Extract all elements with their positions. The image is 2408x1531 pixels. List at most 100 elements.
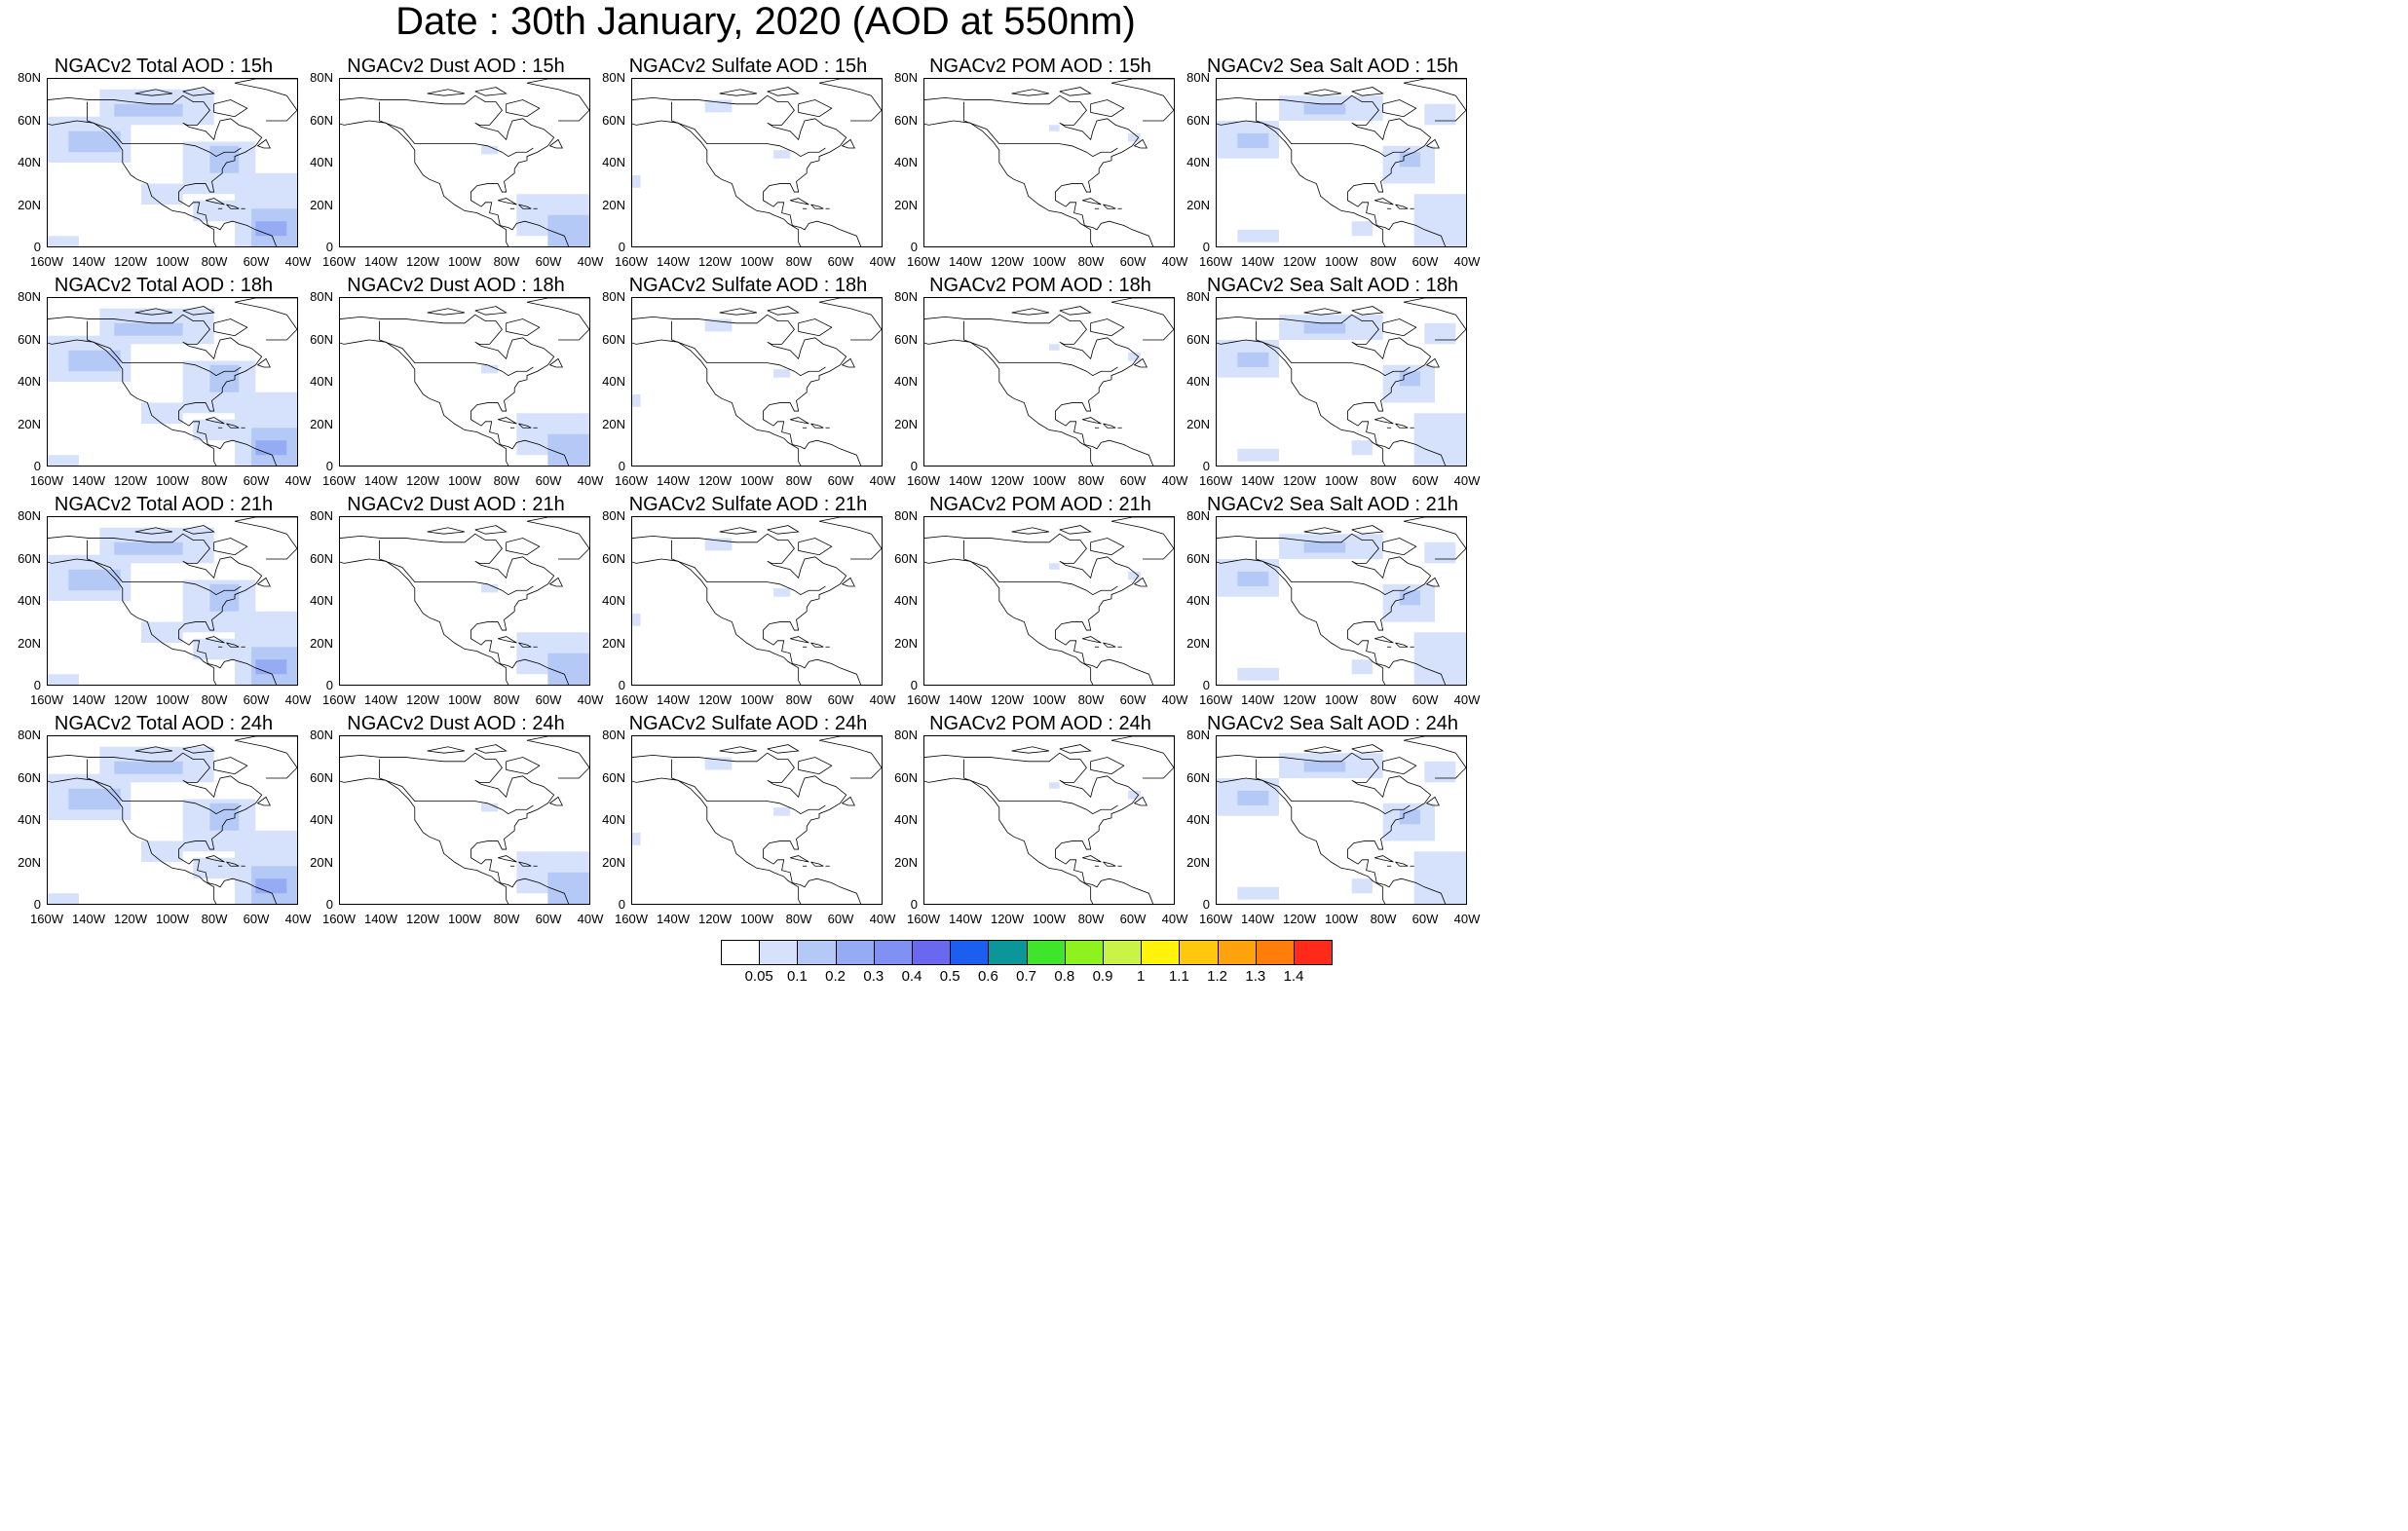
panel-title: NGACv2 Sea Salt AOD : 21h bbox=[1207, 494, 1458, 515]
map-panel-dust: NGACv2 Dust AOD : 21h 80N 60N 40N 20N 0 160W 14… bbox=[310, 494, 603, 711]
map-frame bbox=[1216, 735, 1467, 905]
aod-patch bbox=[704, 318, 733, 332]
lat-tick-label: 40N bbox=[1186, 155, 1210, 169]
lon-tick-label: 160W bbox=[1199, 254, 1232, 269]
lon-tick-label: 40W bbox=[1453, 912, 1481, 926]
island-outline bbox=[256, 577, 271, 587]
lat-tick-label: 80N bbox=[1186, 289, 1210, 304]
island-outline bbox=[1425, 357, 1440, 368]
lat-tick-label: 80N bbox=[894, 289, 918, 304]
lat-tick-label: 20N bbox=[18, 416, 41, 431]
lat-tick-label: 0 bbox=[618, 240, 625, 254]
lon-tick-label: 120W bbox=[1283, 692, 1316, 707]
island-outline bbox=[548, 796, 563, 806]
lon-tick-label: 100W bbox=[740, 254, 773, 269]
aod-patch bbox=[1049, 563, 1060, 570]
lat-tick-label: 40N bbox=[894, 593, 918, 608]
lat-tick-label: 20N bbox=[310, 416, 333, 431]
island-outline bbox=[526, 79, 589, 122]
lat-tick-label: 80N bbox=[310, 70, 333, 85]
island-outline bbox=[841, 357, 855, 368]
island-outline bbox=[1374, 417, 1394, 425]
colorbar-tick-label: 0.6 bbox=[977, 968, 998, 985]
map-frame bbox=[923, 78, 1175, 247]
island-outline bbox=[1425, 138, 1440, 149]
panel-title: NGACv2 Dust AOD : 24h bbox=[347, 713, 565, 734]
lat-tick-label: 0 bbox=[325, 678, 333, 692]
aod-patch bbox=[1399, 371, 1421, 387]
island-outline bbox=[474, 744, 508, 754]
aod-patch bbox=[1303, 541, 1346, 553]
map-frame bbox=[47, 297, 298, 467]
lon-tick-label: 140W bbox=[657, 473, 690, 488]
map-frame bbox=[1216, 78, 1467, 247]
lon-tick-label: 60W bbox=[535, 254, 562, 269]
panel-title: NGACv2 Sea Salt AOD : 24h bbox=[1207, 713, 1458, 734]
aod-patch bbox=[1303, 103, 1346, 115]
lat-tick-label: 80N bbox=[18, 70, 41, 85]
lon-tick-label: 140W bbox=[364, 692, 397, 707]
island-outline bbox=[548, 138, 563, 149]
lon-tick-label: 60W bbox=[1411, 473, 1439, 488]
lat-tick-label: 20N bbox=[894, 197, 918, 212]
aod-patch bbox=[481, 583, 499, 593]
island-outline bbox=[1103, 204, 1116, 209]
map-frame bbox=[47, 78, 298, 247]
island-outline bbox=[810, 204, 824, 209]
lon-tick-label: 40W bbox=[284, 473, 312, 488]
lon-tick-label: 40W bbox=[577, 473, 604, 488]
lon-tick-label: 120W bbox=[1283, 254, 1316, 269]
colorbar-tick-label: 0.8 bbox=[1054, 968, 1075, 985]
island-outline bbox=[1090, 318, 1125, 337]
lon-tick-label: 140W bbox=[1241, 254, 1274, 269]
island-outline bbox=[798, 318, 833, 337]
lat-tick-label: 60N bbox=[1186, 769, 1210, 785]
aod-patch bbox=[1399, 152, 1421, 168]
island-outline bbox=[182, 744, 215, 754]
panel-title: NGACv2 Total AOD : 24h bbox=[54, 713, 274, 734]
lat-tick-label: 80N bbox=[310, 508, 333, 523]
lat-tick-label: 40N bbox=[1186, 812, 1210, 827]
aod-patch bbox=[1237, 667, 1279, 681]
coastline-west bbox=[632, 120, 802, 246]
island-outline bbox=[1395, 204, 1409, 209]
aod-patch bbox=[704, 757, 733, 770]
lon-tick-label: 160W bbox=[30, 692, 63, 707]
aod-patch bbox=[209, 583, 240, 612]
aod-patch bbox=[773, 588, 791, 597]
lon-tick-label: 140W bbox=[949, 254, 982, 269]
aod-map bbox=[632, 298, 882, 466]
country-border bbox=[963, 101, 1118, 158]
map-frame bbox=[923, 516, 1175, 686]
island-outline bbox=[1059, 744, 1092, 754]
island-outline bbox=[498, 198, 517, 205]
island-outline bbox=[1059, 306, 1092, 316]
aod-patch bbox=[1237, 886, 1279, 900]
lon-tick-label: 40W bbox=[577, 692, 604, 707]
lon-tick-label: 80W bbox=[785, 473, 812, 488]
island-outline bbox=[498, 417, 517, 425]
coastline bbox=[340, 314, 570, 466]
island-outline bbox=[474, 306, 508, 316]
country-border bbox=[379, 540, 534, 596]
country-border bbox=[1256, 320, 1411, 377]
coastline-west bbox=[632, 339, 802, 466]
country-border bbox=[87, 759, 242, 815]
island-outline bbox=[767, 525, 800, 535]
colorbar-tick-label: 1.4 bbox=[1283, 968, 1304, 985]
lon-tick-label: 40W bbox=[1453, 473, 1481, 488]
island-outline bbox=[719, 527, 758, 535]
lat-tick-label: 80N bbox=[1186, 728, 1210, 742]
lat-tick-label: 80N bbox=[1186, 508, 1210, 523]
lon-tick-label: 40W bbox=[869, 254, 896, 269]
lon-tick-label: 160W bbox=[1199, 473, 1232, 488]
lon-tick-label: 40W bbox=[869, 473, 896, 488]
lon-tick-label: 60W bbox=[535, 692, 562, 707]
island-outline bbox=[134, 527, 173, 535]
island-outline bbox=[213, 538, 248, 556]
lon-tick-label: 100W bbox=[740, 912, 773, 926]
aod-map bbox=[1217, 517, 1466, 685]
aod-map bbox=[48, 79, 297, 246]
lon-tick-label: 100W bbox=[156, 912, 189, 926]
aod-patch bbox=[1237, 229, 1279, 243]
